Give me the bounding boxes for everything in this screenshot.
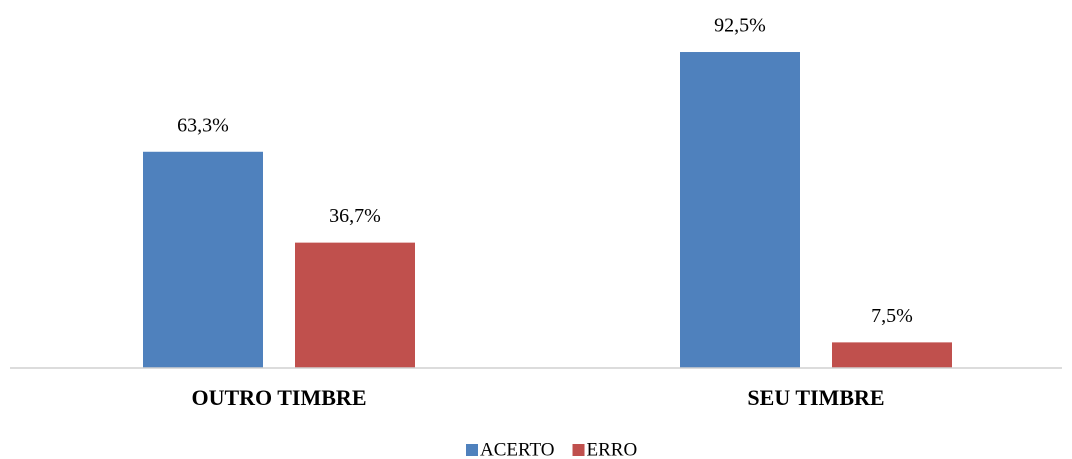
legend-label: ERRO — [587, 439, 638, 459]
value-label: 36,7% — [329, 205, 381, 227]
bar — [680, 52, 800, 369]
value-label: 63,3% — [177, 114, 229, 136]
value-label: 92,5% — [714, 15, 766, 37]
x-tick-label: OUTRO TIMBRE — [191, 385, 366, 410]
bar — [832, 342, 952, 368]
x-tick-label: SEU TIMBRE — [747, 385, 884, 410]
legend-swatch — [572, 444, 585, 456]
bar — [295, 242, 415, 368]
legend-label: ACERTO — [480, 439, 555, 459]
legend-swatch — [466, 444, 478, 456]
value-label: 7,5% — [871, 305, 913, 327]
bar — [143, 151, 263, 368]
